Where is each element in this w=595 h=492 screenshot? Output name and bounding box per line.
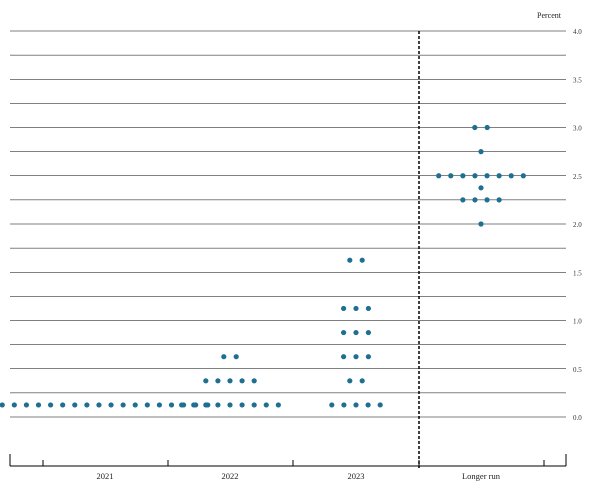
data-dot bbox=[365, 329, 371, 336]
data-dot bbox=[35, 402, 42, 408]
data-dot bbox=[359, 257, 365, 263]
data-dot bbox=[496, 173, 502, 179]
data-dot bbox=[353, 354, 359, 360]
data-dot bbox=[96, 402, 102, 408]
data-dot bbox=[239, 378, 245, 384]
y-tick-label: 3.0 bbox=[573, 125, 582, 133]
data-dot bbox=[448, 173, 454, 179]
data-dot bbox=[275, 402, 281, 408]
data-dot bbox=[341, 329, 347, 336]
data-dot bbox=[472, 197, 478, 203]
x-tick-label: 2021 bbox=[97, 471, 114, 481]
data-dot bbox=[472, 124, 478, 131]
data-dot bbox=[478, 149, 484, 155]
data-dot bbox=[484, 173, 490, 179]
data-dot bbox=[23, 402, 30, 408]
data-dot bbox=[341, 354, 347, 360]
data-dot bbox=[72, 402, 78, 408]
data-dot bbox=[191, 402, 197, 408]
data-dot bbox=[353, 305, 359, 312]
data-dot bbox=[251, 378, 257, 384]
y-tick-label: 4.0 bbox=[573, 28, 582, 36]
data-dot bbox=[341, 305, 347, 312]
unit-label: Percent bbox=[537, 11, 562, 20]
data-dot bbox=[227, 402, 233, 408]
y-tick-label: 0.0 bbox=[573, 414, 582, 422]
data-dot bbox=[120, 402, 126, 408]
data-dot bbox=[144, 402, 150, 408]
data-dot bbox=[353, 329, 359, 336]
data-dot bbox=[11, 402, 17, 408]
x-tick-label: 2022 bbox=[222, 471, 239, 481]
x-tick-label: 2023 bbox=[348, 471, 365, 481]
y-tick-label: 2.0 bbox=[573, 221, 582, 229]
data-dot bbox=[508, 173, 514, 179]
data-dot bbox=[341, 402, 347, 408]
data-dot bbox=[478, 185, 484, 191]
data-dot bbox=[460, 197, 466, 203]
data-dot bbox=[0, 402, 5, 408]
data-dot bbox=[365, 354, 371, 360]
y-tick-label: 1.5 bbox=[573, 269, 582, 277]
data-dot bbox=[329, 402, 335, 408]
data-dot bbox=[233, 354, 239, 360]
data-dot bbox=[460, 173, 466, 179]
data-dot bbox=[478, 221, 484, 227]
data-dot bbox=[353, 402, 359, 408]
data-dot bbox=[203, 402, 209, 408]
x-tick-label: Longer run bbox=[462, 471, 501, 481]
y-tick-label: 2.5 bbox=[573, 173, 582, 181]
data-dot bbox=[347, 257, 353, 263]
data-dot bbox=[496, 197, 502, 203]
data-dot bbox=[47, 402, 54, 408]
data-dot bbox=[239, 402, 245, 408]
data-dot bbox=[472, 173, 478, 179]
data-dot bbox=[60, 402, 66, 408]
data-dot bbox=[377, 402, 383, 408]
data-dot bbox=[520, 173, 526, 179]
data-dot bbox=[436, 173, 442, 179]
data-dot bbox=[359, 378, 365, 384]
data-dot bbox=[484, 197, 490, 203]
axis-labels: Percent 0.0 0.5 1.0 1.5 2.0 2.5 3.0 3.5 4.0 2021 2… bbox=[97, 11, 583, 481]
x-axis bbox=[9, 31, 567, 468]
y-tick-label: 3.5 bbox=[573, 76, 582, 84]
data-dots bbox=[0, 124, 526, 408]
data-dot bbox=[251, 402, 257, 408]
data-dot bbox=[84, 402, 90, 408]
data-dot bbox=[179, 402, 185, 408]
data-dot bbox=[221, 354, 227, 360]
data-dot bbox=[484, 124, 490, 131]
data-dot bbox=[263, 402, 269, 408]
data-dot bbox=[365, 402, 371, 408]
y-tick-label: 1.0 bbox=[573, 318, 582, 326]
data-dot bbox=[347, 378, 353, 384]
data-dot bbox=[132, 402, 138, 408]
data-dot bbox=[215, 402, 221, 408]
data-dot bbox=[215, 378, 221, 384]
data-dot bbox=[168, 402, 175, 408]
data-dot bbox=[365, 305, 371, 312]
data-dot bbox=[108, 402, 114, 408]
y-tick-label: 0.5 bbox=[573, 366, 582, 374]
data-dot bbox=[227, 378, 233, 384]
data-dot bbox=[203, 378, 209, 384]
data-dot bbox=[156, 402, 163, 408]
